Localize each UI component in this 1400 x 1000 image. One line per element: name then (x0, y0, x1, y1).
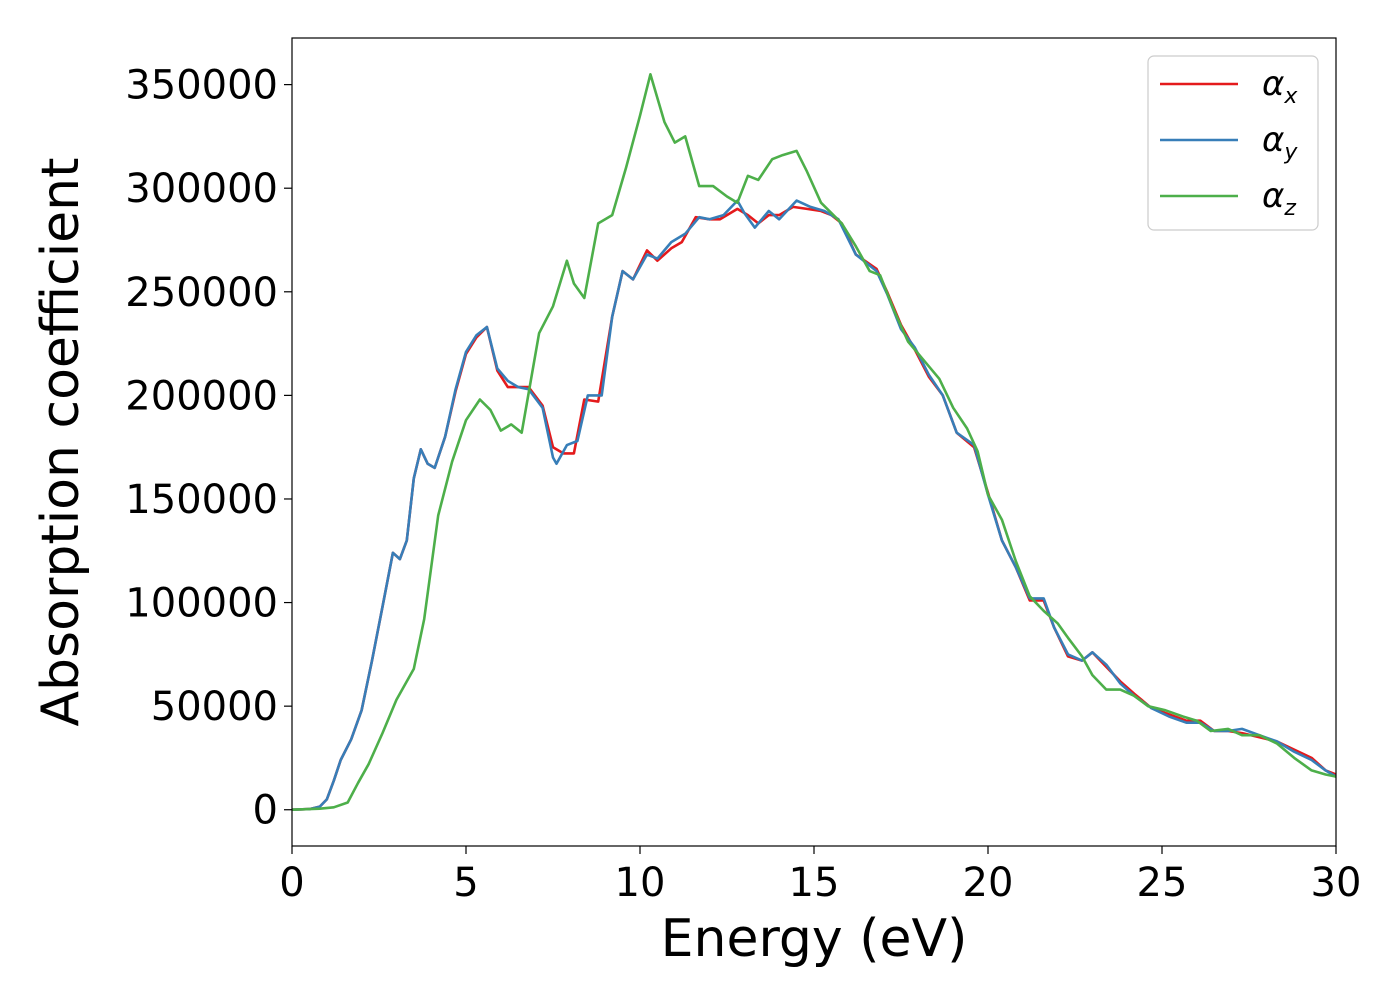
x-tick-label: 20 (963, 860, 1014, 906)
x-tick-label: 25 (1137, 860, 1188, 906)
series-line-alpha-y (291, 199, 1337, 811)
y-tick-label: 200000 (125, 373, 278, 419)
legend-subscript: x (1283, 84, 1298, 109)
legend-subscript: z (1283, 196, 1296, 221)
y-axis-ticks: 0 50000 100000 150000 200000 250000 300000 3500… (125, 63, 292, 834)
x-tick-label: 15 (789, 860, 840, 906)
y-tick-label: 350000 (125, 63, 278, 109)
y-tick-label: 0 (253, 788, 278, 834)
y-tick-label: 150000 (125, 477, 278, 523)
x-axis-ticks: 0 5 10 15 20 25 30 (279, 846, 1361, 906)
legend-subscript: y (1283, 140, 1298, 165)
series-line-alpha-z (291, 73, 1337, 811)
y-tick-label: 250000 (125, 270, 278, 316)
x-tick-label: 0 (279, 860, 304, 906)
legend-label-alpha-y: αy (1262, 120, 1298, 165)
y-axis-label: Absorption coefficient (31, 157, 91, 726)
x-tick-label: 5 (453, 860, 478, 906)
y-tick-label: 50000 (151, 684, 278, 730)
series-lines (291, 73, 1337, 811)
x-axis-label: Energy (eV) (661, 909, 968, 969)
legend-box (1147, 55, 1319, 231)
y-tick-label: 100000 (125, 581, 278, 627)
x-tick-label: 10 (615, 860, 666, 906)
y-tick-label: 300000 (125, 166, 278, 212)
x-tick-label: 30 (1311, 860, 1362, 906)
